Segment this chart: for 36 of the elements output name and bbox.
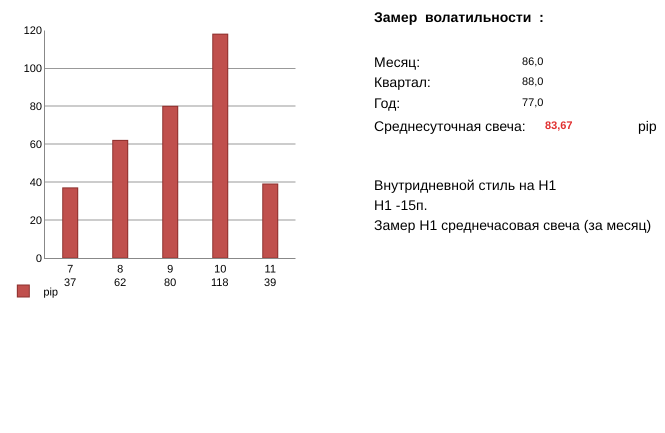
data-label: 118 (211, 277, 229, 289)
text: Среднесуточная свеча: (374, 118, 526, 134)
text: 83,67 (545, 120, 573, 132)
text: Замер H1 среднечасовая свеча (за месяц) (374, 217, 652, 233)
bar (262, 184, 278, 258)
data-label: 39 (264, 277, 276, 289)
data-label: 37 (64, 277, 76, 289)
x-tick-label: 7 (67, 263, 74, 276)
text: Квартал: (374, 74, 431, 90)
text: 77,0 (522, 97, 544, 109)
text: pip (638, 118, 657, 134)
text: Замер волатильности : (374, 9, 544, 25)
x-tick-label: 8 (117, 263, 124, 276)
text: Внутридневной стиль на H1 (374, 177, 557, 193)
data-label: 80 (164, 277, 176, 289)
data-label: 62 (114, 277, 126, 289)
text: Месяц: (374, 54, 420, 70)
bar (162, 106, 178, 258)
y-tick-label: 60 (30, 139, 42, 152)
x-tick-label: 9 (167, 263, 174, 276)
legend-label: pip (43, 286, 58, 298)
x-tick-label: 11 (264, 263, 276, 276)
bar (212, 34, 228, 258)
text: 88,0 (522, 76, 544, 88)
bar (112, 140, 128, 258)
text: H1 -15п. (374, 197, 428, 213)
y-tick-label: 0 (36, 252, 42, 265)
y-tick-label: 40 (30, 177, 42, 189)
x-tick-label: 10 (214, 263, 226, 276)
text: 86,0 (522, 56, 544, 68)
y-tick-label: 120 (24, 25, 42, 38)
text: Год: (374, 95, 400, 111)
y-tick-label: 80 (30, 101, 42, 114)
bar (62, 187, 78, 258)
y-tick-label: 100 (24, 63, 42, 76)
y-tick-label: 20 (30, 214, 42, 227)
